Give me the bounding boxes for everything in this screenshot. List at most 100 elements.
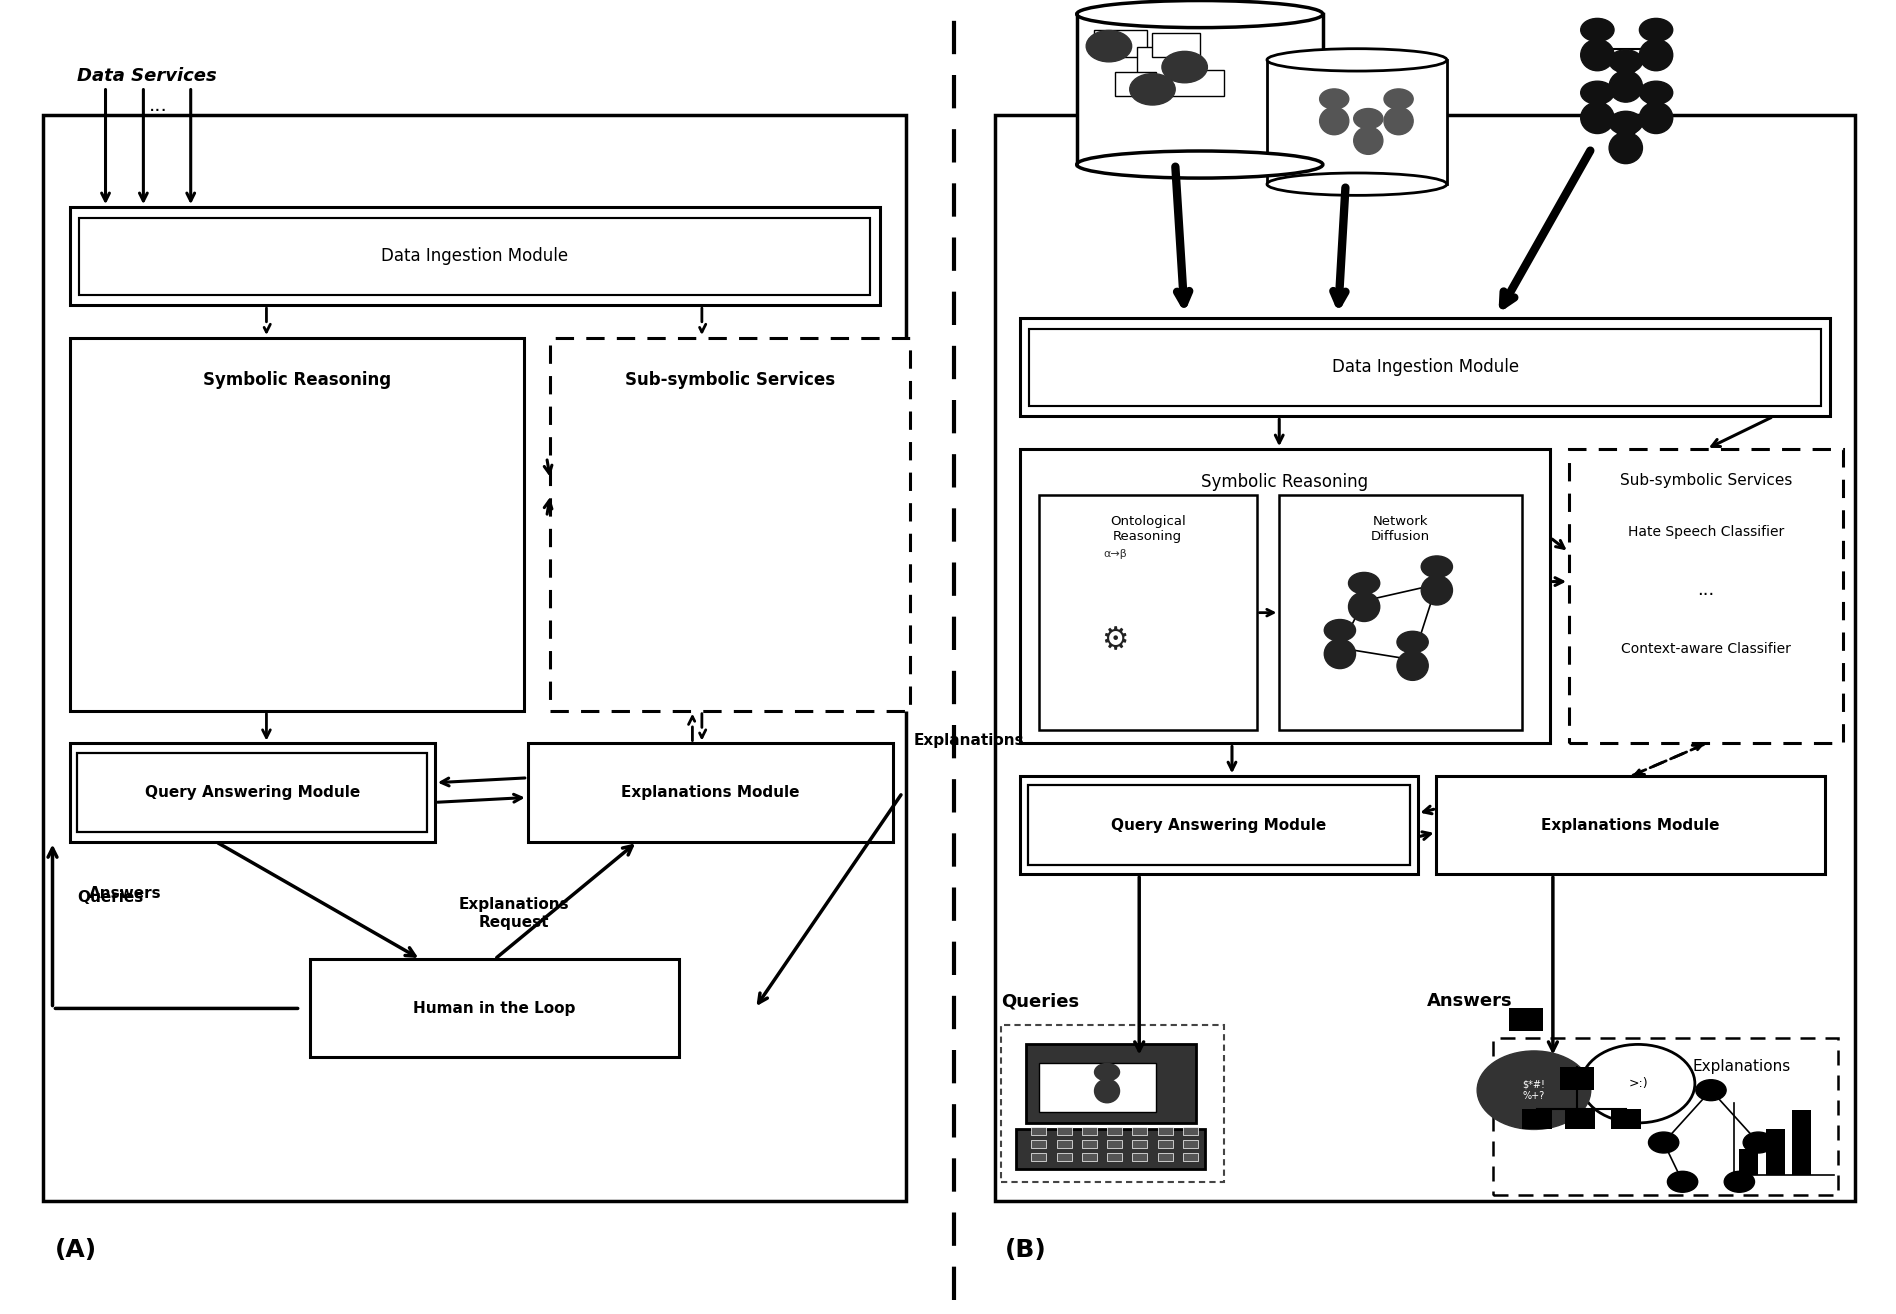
Circle shape: [1422, 556, 1452, 578]
Bar: [1028, 786, 1411, 865]
Circle shape: [1648, 1133, 1678, 1152]
Text: Data Services: Data Services: [78, 67, 216, 85]
Circle shape: [1695, 1080, 1725, 1101]
Text: $*#!
%+?: $*#! %+?: [1522, 1079, 1545, 1101]
Bar: [70, 208, 880, 305]
Circle shape: [1640, 81, 1672, 104]
Circle shape: [1640, 18, 1672, 42]
Bar: [1792, 1110, 1811, 1175]
Ellipse shape: [1384, 108, 1413, 135]
Text: (B): (B): [1005, 1238, 1047, 1261]
Circle shape: [1477, 1051, 1591, 1130]
Text: Query Answering Module: Query Answering Module: [1111, 817, 1327, 833]
Ellipse shape: [1267, 49, 1447, 71]
Ellipse shape: [1354, 127, 1382, 154]
Bar: [1107, 1127, 1122, 1135]
Circle shape: [1667, 1171, 1697, 1192]
Ellipse shape: [1320, 108, 1348, 135]
Circle shape: [1162, 51, 1208, 83]
Text: Explanations: Explanations: [914, 733, 1024, 748]
Bar: [80, 218, 870, 294]
Text: Human in the Loop: Human in the Loop: [413, 1001, 576, 1016]
Circle shape: [1384, 89, 1413, 109]
Ellipse shape: [1077, 151, 1323, 179]
Ellipse shape: [1077, 0, 1323, 28]
Bar: [1031, 1141, 1047, 1147]
Bar: [1570, 449, 1843, 744]
Bar: [1039, 1063, 1157, 1113]
Bar: [1566, 1109, 1595, 1130]
Bar: [1560, 1067, 1595, 1091]
Circle shape: [1130, 74, 1176, 105]
Ellipse shape: [1323, 639, 1356, 669]
Ellipse shape: [1267, 173, 1447, 196]
Circle shape: [1610, 112, 1642, 134]
Bar: [1280, 495, 1522, 731]
Bar: [1115, 72, 1157, 96]
Bar: [1437, 777, 1824, 874]
Bar: [1765, 1130, 1784, 1175]
Bar: [70, 338, 523, 711]
Text: >:): >:): [1629, 1077, 1648, 1091]
Text: Sub-symbolic Services: Sub-symbolic Services: [626, 371, 836, 389]
Ellipse shape: [1422, 576, 1452, 604]
Text: Symbolic Reasoning: Symbolic Reasoning: [1202, 473, 1369, 490]
Bar: [1030, 328, 1820, 406]
Bar: [70, 744, 434, 841]
Bar: [1026, 1045, 1196, 1123]
Text: Explanations Module: Explanations Module: [622, 784, 800, 800]
Circle shape: [1742, 1133, 1773, 1152]
Bar: [1083, 1141, 1098, 1147]
Text: Query Answering Module: Query Answering Module: [144, 784, 360, 800]
Circle shape: [1397, 631, 1428, 653]
Ellipse shape: [1610, 71, 1642, 102]
Text: (A): (A): [55, 1238, 97, 1261]
Bar: [995, 116, 1854, 1201]
Bar: [1031, 1127, 1047, 1135]
Bar: [1056, 1152, 1071, 1160]
Text: Ontological
Reasoning: Ontological Reasoning: [1109, 515, 1185, 543]
Bar: [1267, 60, 1447, 184]
Circle shape: [1323, 619, 1356, 641]
Bar: [1107, 1141, 1122, 1147]
Circle shape: [1094, 1063, 1119, 1081]
Bar: [1083, 1152, 1098, 1160]
Text: α→β: α→β: [1103, 549, 1126, 558]
Text: Data Ingestion Module: Data Ingestion Module: [381, 247, 569, 265]
Bar: [1153, 33, 1200, 57]
Bar: [1509, 1008, 1543, 1031]
Circle shape: [1610, 50, 1642, 72]
Text: Answers: Answers: [1428, 992, 1513, 1010]
Ellipse shape: [1640, 102, 1672, 134]
Bar: [1158, 1152, 1172, 1160]
Bar: [78, 753, 427, 833]
Ellipse shape: [1094, 1079, 1119, 1102]
Text: Symbolic Reasoning: Symbolic Reasoning: [203, 371, 391, 389]
Bar: [1056, 1127, 1071, 1135]
Circle shape: [1723, 1171, 1754, 1192]
Bar: [550, 338, 910, 711]
Text: Sub-symbolic Services: Sub-symbolic Services: [1619, 473, 1792, 487]
Bar: [1172, 70, 1225, 96]
Bar: [1107, 1152, 1122, 1160]
Bar: [1056, 1141, 1071, 1147]
Circle shape: [1581, 1045, 1695, 1123]
Bar: [1039, 495, 1257, 731]
Ellipse shape: [1348, 593, 1380, 622]
Bar: [1020, 318, 1830, 417]
Text: Queries: Queries: [78, 890, 144, 905]
Text: Network
Diffusion: Network Diffusion: [1371, 515, 1430, 543]
Bar: [1020, 777, 1418, 874]
Circle shape: [1581, 18, 1613, 42]
Bar: [527, 744, 893, 841]
Ellipse shape: [1640, 39, 1672, 71]
Bar: [1158, 1141, 1172, 1147]
Text: Explanations
Request: Explanations Request: [459, 897, 569, 930]
Circle shape: [1348, 573, 1380, 594]
Ellipse shape: [1581, 102, 1613, 134]
Ellipse shape: [1397, 650, 1428, 681]
Text: Explanations: Explanations: [1693, 1059, 1790, 1074]
Ellipse shape: [1581, 39, 1613, 71]
Text: Context-aware Classifier: Context-aware Classifier: [1621, 643, 1792, 656]
Text: ⚙: ⚙: [1102, 627, 1128, 656]
